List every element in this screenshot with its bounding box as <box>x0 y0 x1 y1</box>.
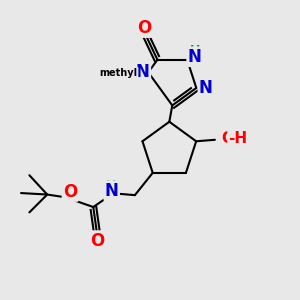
Text: O: O <box>63 183 77 201</box>
Text: H: H <box>106 179 117 192</box>
Text: N: N <box>136 63 150 81</box>
Text: methyl: methyl <box>100 68 138 78</box>
Text: -H: -H <box>229 131 247 146</box>
Text: O: O <box>221 131 235 146</box>
Text: N: N <box>188 48 202 66</box>
Text: N: N <box>105 182 118 200</box>
Text: O: O <box>136 19 151 37</box>
Text: O: O <box>90 232 105 250</box>
Text: N: N <box>199 79 213 97</box>
Text: H: H <box>189 44 200 57</box>
